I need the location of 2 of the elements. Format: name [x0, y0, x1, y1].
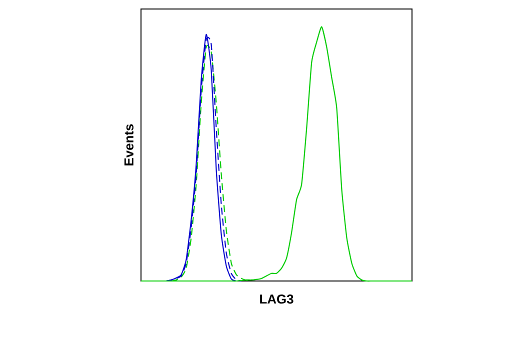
x-axis-title: LAG3 — [260, 294, 294, 304]
y-axis-title: Events — [124, 124, 134, 166]
